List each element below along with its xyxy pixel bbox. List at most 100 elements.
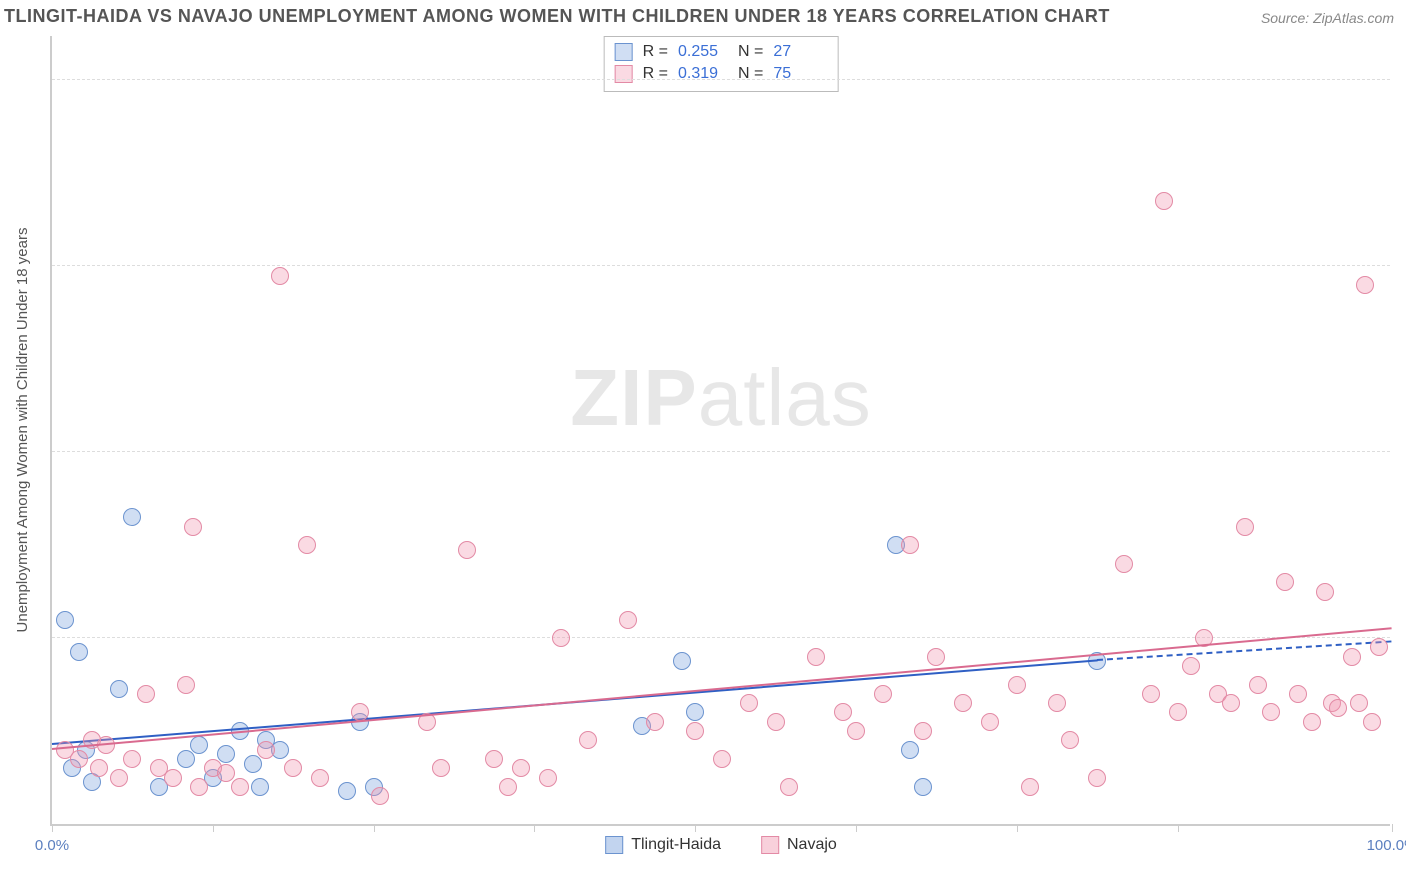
data-point — [901, 741, 919, 759]
watermark-bold: ZIP — [570, 353, 697, 442]
data-point — [1182, 657, 1200, 675]
data-point — [834, 703, 852, 721]
source-credit: Source: ZipAtlas.com — [1261, 10, 1394, 26]
data-point — [499, 778, 517, 796]
data-point — [177, 750, 195, 768]
data-point — [1236, 518, 1254, 536]
stats-label: R = — [643, 41, 668, 63]
data-point — [981, 713, 999, 731]
data-point — [901, 536, 919, 554]
data-point — [1276, 573, 1294, 591]
data-point — [1048, 694, 1066, 712]
watermark: ZIPatlas — [570, 352, 871, 444]
data-point — [371, 787, 389, 805]
legend-item: Tlingit-Haida — [605, 836, 721, 854]
data-point — [740, 694, 758, 712]
stats-r-value: 0.255 — [678, 41, 728, 63]
data-point — [311, 769, 329, 787]
stats-row: R =0.319N =75 — [615, 63, 824, 85]
data-point — [954, 694, 972, 712]
legend-label: Navajo — [787, 836, 837, 854]
x-tick — [534, 824, 535, 832]
stats-n-value: 75 — [773, 63, 823, 85]
chart-plot-area: ZIPatlas R =0.255N =27R =0.319N =75 Tlin… — [50, 36, 1390, 826]
data-point — [164, 769, 182, 787]
data-point — [1008, 676, 1026, 694]
gridline — [52, 451, 1390, 452]
data-point — [251, 778, 269, 796]
x-tick — [1178, 824, 1179, 832]
data-point — [1350, 694, 1368, 712]
data-point — [217, 764, 235, 782]
data-point — [123, 508, 141, 526]
stats-row: R =0.255N =27 — [615, 41, 824, 63]
data-point — [1303, 713, 1321, 731]
data-point — [1370, 638, 1388, 656]
stats-label: R = — [643, 63, 668, 85]
data-point — [1021, 778, 1039, 796]
x-tick — [856, 824, 857, 832]
x-tick — [213, 824, 214, 832]
data-point — [914, 722, 932, 740]
data-point — [271, 267, 289, 285]
x-tick — [52, 824, 53, 832]
legend-label: Tlingit-Haida — [631, 836, 721, 854]
x-tick — [374, 824, 375, 832]
data-point — [244, 755, 262, 773]
legend-swatch — [615, 43, 633, 61]
data-point — [90, 759, 108, 777]
stats-label: N = — [738, 63, 763, 85]
gridline — [52, 79, 1390, 80]
data-point — [552, 629, 570, 647]
data-point — [1343, 648, 1361, 666]
data-point — [807, 648, 825, 666]
correlation-stats-box: R =0.255N =27R =0.319N =75 — [604, 36, 839, 92]
data-point — [432, 759, 450, 777]
data-point — [1329, 699, 1347, 717]
data-point — [914, 778, 932, 796]
data-point — [1316, 583, 1334, 601]
legend-swatch — [605, 836, 623, 854]
data-point — [1356, 276, 1374, 294]
data-point — [190, 736, 208, 754]
data-point — [338, 782, 356, 800]
data-point — [686, 722, 704, 740]
data-point — [56, 611, 74, 629]
stats-n-value: 27 — [773, 41, 823, 63]
data-point — [177, 676, 195, 694]
data-point — [1249, 676, 1267, 694]
data-point — [70, 643, 88, 661]
legend-swatch — [761, 836, 779, 854]
trend-line — [52, 627, 1392, 750]
y-axis-label: Unemployment Among Women with Children U… — [14, 228, 31, 633]
data-point — [1363, 713, 1381, 731]
data-point — [123, 750, 141, 768]
data-point — [1222, 694, 1240, 712]
data-point — [874, 685, 892, 703]
x-tick — [695, 824, 696, 832]
x-tick-label: 100.0% — [1367, 837, 1406, 854]
data-point — [110, 680, 128, 698]
data-point — [539, 769, 557, 787]
data-point — [70, 750, 88, 768]
data-point — [1289, 685, 1307, 703]
data-point — [619, 611, 637, 629]
watermark-light: atlas — [698, 353, 872, 442]
data-point — [217, 745, 235, 763]
data-point — [927, 648, 945, 666]
data-point — [1169, 703, 1187, 721]
data-point — [257, 741, 275, 759]
gridline — [52, 265, 1390, 266]
data-point — [1115, 555, 1133, 573]
data-point — [1142, 685, 1160, 703]
data-point — [110, 769, 128, 787]
data-point — [458, 541, 476, 559]
data-point — [780, 778, 798, 796]
data-point — [190, 778, 208, 796]
data-point — [1088, 769, 1106, 787]
data-point — [1262, 703, 1280, 721]
legend-bottom: Tlingit-Haida Navajo — [605, 836, 837, 854]
x-tick — [1017, 824, 1018, 832]
data-point — [512, 759, 530, 777]
data-point — [1155, 192, 1173, 210]
